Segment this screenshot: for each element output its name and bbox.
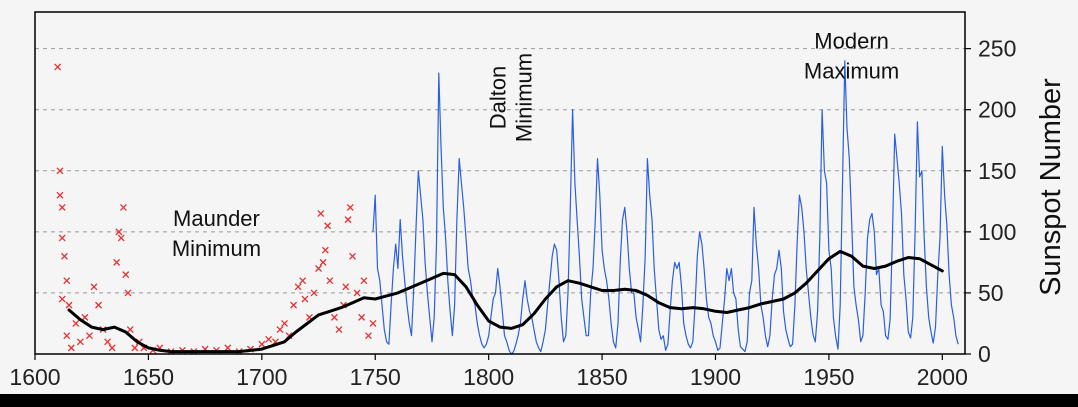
observation-marker: [104, 338, 112, 346]
y-axis-title: Sunspot Number: [1035, 78, 1067, 296]
observation-marker: [108, 344, 116, 352]
observation-marker: [56, 167, 64, 175]
x-tick-label: 1700: [236, 364, 287, 390]
observation-marker: [321, 246, 329, 254]
observation-marker: [315, 265, 322, 272]
x-tick-label: 2000: [917, 364, 968, 390]
observation-marker: [310, 289, 318, 297]
observation-marker: [369, 320, 377, 327]
annotation-group: Dalton Minimum: [485, 53, 536, 142]
observation-marker: [95, 301, 102, 309]
observation-marker: [58, 295, 66, 303]
y-axis: 0 50 100 150 200 250: [965, 36, 1016, 367]
observation-marker: [131, 344, 139, 352]
observation-marker: [61, 252, 68, 260]
observation-marker: [65, 301, 73, 309]
observation-marker: [115, 228, 123, 236]
x-tick-label: 1850: [576, 364, 627, 390]
x-tick-label: 1750: [350, 364, 401, 390]
observation-marker: [63, 332, 71, 340]
observation-marker: [76, 338, 84, 346]
observation-marker: [281, 320, 288, 327]
plot-frame: [34, 11, 966, 355]
y-tick-label: 100: [978, 219, 1016, 245]
observation-marker: [294, 283, 302, 291]
observation-marker: [290, 301, 298, 309]
observation-marker: [58, 203, 66, 211]
observation-marker: [330, 313, 338, 321]
observation-marker: [344, 216, 352, 224]
y-tick-label: 200: [978, 97, 1016, 123]
observation-marker: [122, 271, 130, 279]
observation-marker: [349, 252, 357, 260]
observation-marker: [224, 344, 232, 352]
observation-marker: [301, 295, 309, 303]
observation-marker: [67, 344, 75, 352]
sunspot-line: [372, 60, 959, 355]
observation-marker: [265, 335, 273, 343]
observation-marker: [63, 277, 71, 285]
observation-marker: [124, 289, 132, 297]
observation-marker: [54, 63, 62, 71]
smoothed-line: [67, 249, 944, 354]
observation-marker: [317, 210, 325, 217]
x-tick-label: 1950: [803, 364, 854, 390]
observation-marker: [81, 313, 89, 321]
x-tick-label: 1650: [123, 364, 174, 390]
annotation-text: Modern: [814, 29, 889, 54]
annotation-text: Minimum: [172, 236, 261, 261]
observation-marker: [342, 283, 350, 291]
y-tick-label: 50: [978, 280, 1004, 306]
observation-marker: [358, 313, 366, 321]
observation-marker: [126, 326, 134, 334]
observation-marker: [353, 289, 361, 297]
observation-marker: [85, 332, 93, 340]
bottom-bar: [0, 394, 1078, 407]
observation-marker: [364, 332, 372, 340]
observation-marker: [90, 283, 98, 291]
annotation-text: Maximum: [804, 59, 899, 84]
observation-marker: [117, 234, 125, 242]
y-tick-label: 250: [978, 36, 1016, 62]
x-axis: 1600 1650 1700 1750 1800 1850 1900 1950 2000: [9, 354, 968, 390]
observation-marker: [299, 277, 307, 285]
observation-marker: [120, 203, 127, 211]
annotation-text: Minimum: [511, 53, 536, 142]
observation-marker: [326, 277, 334, 285]
y-tick-label: 0: [978, 341, 991, 367]
observation-marker: [319, 258, 327, 266]
observation-marker: [258, 340, 266, 348]
observation-marker: [276, 326, 284, 334]
monthly-sunspot-series: [372, 60, 959, 355]
x-tick-label: 1600: [9, 364, 60, 390]
annotation-text: Dalton: [485, 66, 510, 130]
observation-marker: [335, 326, 343, 334]
observation-marker: [346, 203, 354, 211]
observation-marker: [324, 222, 332, 230]
x-tick-label: 1800: [463, 364, 514, 390]
observation-marker: [113, 258, 121, 266]
observation-marker: [72, 320, 80, 327]
observation-marker: [56, 191, 64, 199]
annotation-text: Maunder: [173, 206, 260, 231]
y-tick-label: 150: [978, 158, 1016, 184]
observation-marker: [58, 234, 66, 242]
smoothed-trend: [67, 249, 944, 354]
x-tick-label: 1900: [690, 364, 741, 390]
observation-marker: [360, 277, 368, 285]
